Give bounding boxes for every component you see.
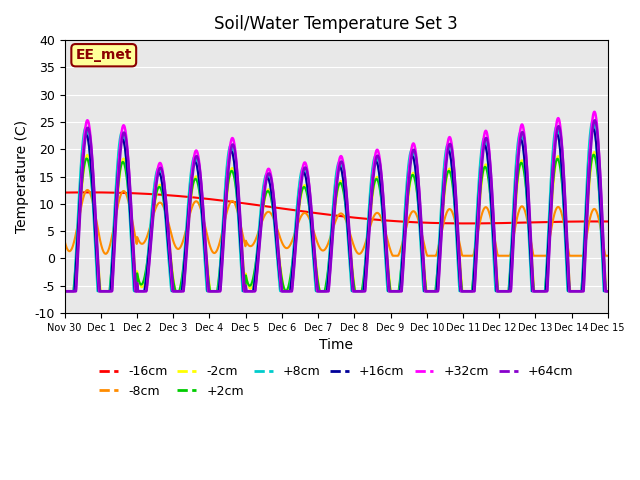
+32cm [492, 254, 499, 260]
+32cm [420, 278, 428, 284]
+2cm [420, 270, 428, 276]
+16cm [243, 288, 250, 294]
-16cm [421, 220, 429, 226]
+32cm [604, 288, 612, 294]
-8cm [604, 253, 612, 259]
-16cm [84, 190, 92, 195]
-8cm [389, 253, 397, 259]
-8cm [61, 238, 68, 244]
+8cm [243, 288, 250, 294]
+2cm [492, 256, 499, 262]
+8cm [182, 236, 189, 241]
+2cm [604, 288, 612, 294]
-8cm [492, 244, 500, 250]
Line: +64cm: +64cm [65, 120, 608, 291]
-16cm [604, 218, 612, 224]
-8cm [83, 187, 91, 193]
-2cm [168, 266, 176, 272]
+8cm [420, 288, 428, 294]
-8cm [421, 245, 429, 251]
+16cm [182, 246, 189, 252]
+8cm [604, 288, 612, 294]
+16cm [168, 288, 176, 294]
+16cm [420, 288, 428, 294]
-8cm [182, 228, 189, 234]
Line: +16cm: +16cm [65, 129, 608, 291]
-16cm [492, 220, 500, 226]
-2cm [492, 249, 499, 254]
+16cm [492, 272, 499, 278]
+64cm [61, 288, 68, 294]
+2cm [540, 288, 547, 294]
-2cm [591, 149, 598, 155]
-8cm [540, 253, 548, 259]
Line: -8cm: -8cm [65, 190, 608, 256]
+32cm [591, 109, 598, 115]
Line: +8cm: +8cm [65, 120, 608, 291]
+16cm [589, 126, 597, 132]
+64cm [243, 286, 250, 291]
Line: -2cm: -2cm [65, 152, 608, 291]
-2cm [182, 252, 189, 258]
+8cm [168, 288, 176, 294]
+16cm [540, 288, 547, 294]
Line: +2cm: +2cm [65, 155, 608, 291]
+16cm [604, 288, 612, 294]
+8cm [589, 118, 596, 123]
Line: -16cm: -16cm [65, 192, 608, 223]
+64cm [492, 247, 499, 252]
-2cm [420, 264, 428, 270]
-16cm [464, 220, 472, 226]
+2cm [590, 152, 598, 157]
+2cm [243, 274, 250, 280]
+8cm [540, 288, 547, 294]
Title: Soil/Water Temperature Set 3: Soil/Water Temperature Set 3 [214, 15, 458, 33]
+32cm [61, 288, 68, 294]
Legend: -16cm, -8cm, -2cm, +2cm, +8cm, +16cm, +32cm, +64cm: -16cm, -8cm, -2cm, +2cm, +8cm, +16cm, +3… [94, 360, 578, 403]
+32cm [182, 263, 189, 268]
+2cm [182, 244, 189, 250]
Text: EE_met: EE_met [76, 48, 132, 62]
Line: +32cm: +32cm [65, 112, 608, 291]
+32cm [540, 288, 547, 294]
-16cm [540, 219, 548, 225]
+2cm [168, 270, 176, 276]
+8cm [61, 288, 68, 294]
-16cm [243, 201, 250, 206]
+16cm [61, 288, 68, 294]
-2cm [61, 288, 68, 294]
+64cm [591, 118, 599, 123]
-16cm [182, 194, 189, 200]
-2cm [604, 288, 612, 294]
+32cm [243, 288, 250, 294]
+64cm [182, 266, 189, 272]
-16cm [61, 190, 68, 195]
-8cm [169, 236, 177, 242]
-8cm [243, 240, 250, 245]
+32cm [168, 283, 176, 289]
X-axis label: Time: Time [319, 338, 353, 352]
-16cm [169, 192, 177, 198]
-2cm [243, 273, 250, 279]
+64cm [604, 288, 612, 294]
+64cm [540, 288, 547, 294]
+64cm [420, 270, 428, 276]
Y-axis label: Temperature (C): Temperature (C) [15, 120, 29, 233]
+2cm [61, 288, 68, 294]
+8cm [492, 288, 499, 293]
-2cm [540, 288, 547, 294]
+64cm [168, 276, 176, 282]
